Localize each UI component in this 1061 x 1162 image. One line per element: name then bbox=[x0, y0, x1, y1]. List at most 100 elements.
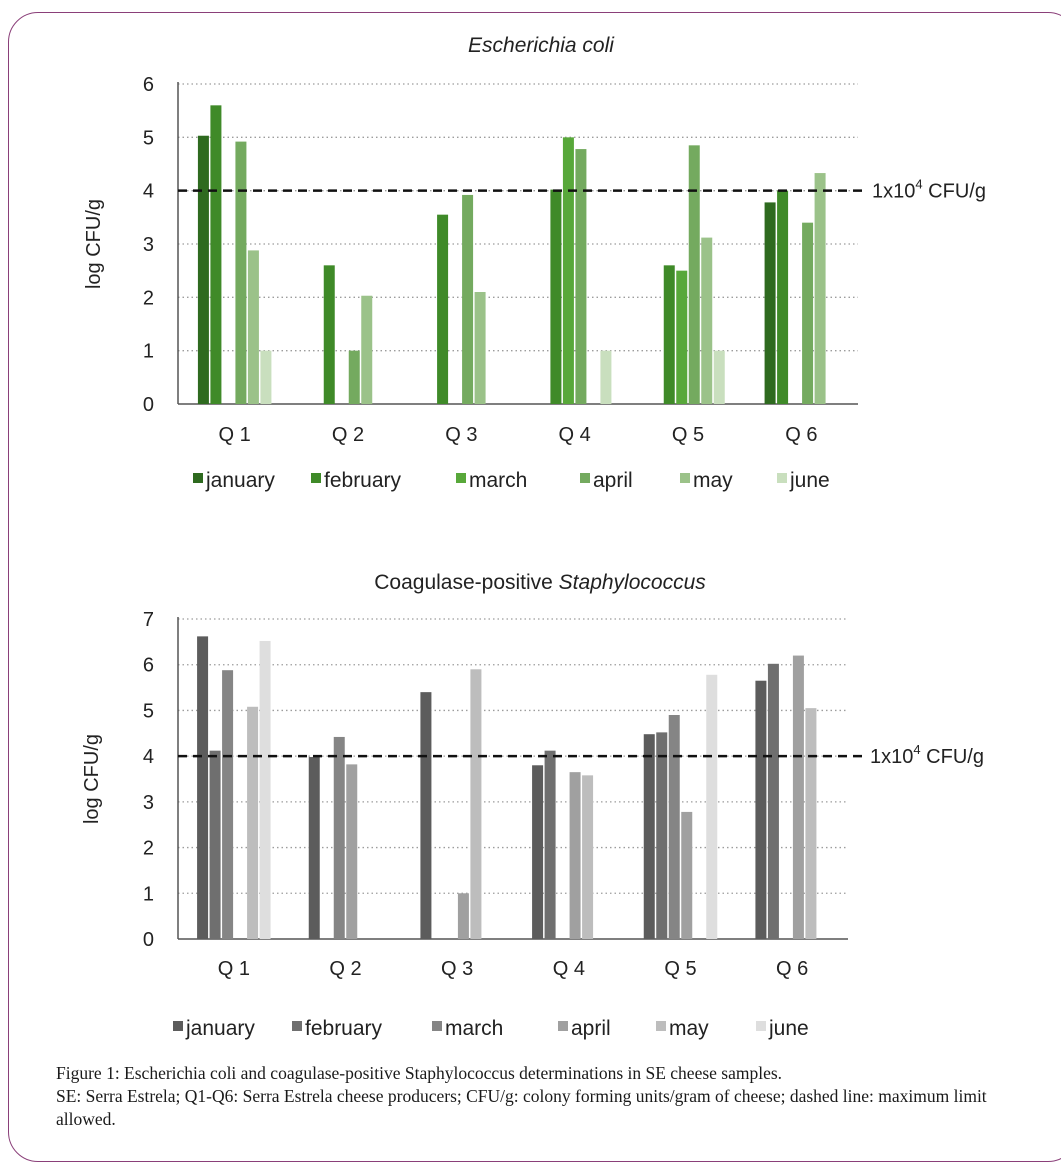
reference-line-label: 1x104 CFU/g bbox=[872, 177, 986, 203]
bar-may bbox=[814, 173, 826, 404]
bar-may bbox=[247, 706, 259, 939]
y-tick-label: 1 bbox=[143, 341, 154, 363]
legend-label-march: march bbox=[445, 1017, 503, 1040]
bar-february bbox=[437, 214, 449, 404]
y-tick-label: 3 bbox=[143, 792, 154, 814]
bar-march bbox=[668, 715, 680, 939]
y-tick-label: 1 bbox=[143, 883, 154, 905]
bar-april bbox=[235, 141, 247, 404]
y-tick-label: 0 bbox=[143, 929, 154, 951]
legend-label-may: may bbox=[669, 1017, 709, 1040]
chart-title-part: Coagulase-positive bbox=[374, 571, 558, 594]
y-tick-label: 2 bbox=[143, 838, 154, 860]
legend-swatch-january bbox=[173, 1021, 183, 1031]
bar-january bbox=[197, 636, 209, 939]
legend-label-march: march bbox=[469, 469, 527, 492]
legend-label-april: april bbox=[571, 1017, 611, 1040]
bar-april bbox=[569, 772, 581, 939]
bar-april bbox=[462, 194, 474, 404]
y-axis-label: log CFU/g bbox=[81, 734, 103, 824]
y-tick-label: 2 bbox=[143, 287, 154, 309]
bar-february bbox=[323, 265, 335, 404]
legend-swatch-march bbox=[456, 473, 466, 483]
figure-charts: Escherichia coli 0 1 2 3 4 5 6 log CFU/g Q 1 Q 2 Q … bbox=[81, 34, 986, 1040]
bar-january bbox=[764, 202, 776, 404]
y-tick-label: 5 bbox=[143, 700, 154, 722]
caption-line-2: SE: Serra Estrela; Q1-Q6: Serra Estrela … bbox=[56, 1086, 987, 1129]
legend-label-april: april bbox=[593, 469, 633, 492]
bar-may bbox=[361, 295, 373, 404]
x-tick-label: Q 5 bbox=[664, 958, 696, 980]
y-tick-label: 6 bbox=[143, 655, 154, 677]
bar-june bbox=[259, 640, 271, 939]
bar-february bbox=[209, 750, 221, 939]
x-tick-label: Q 3 bbox=[441, 958, 473, 980]
chart-title: Coagulase-positive Staphylococcus bbox=[374, 571, 706, 594]
bar-february bbox=[210, 105, 222, 404]
reference-label-base: 1x10 bbox=[872, 181, 915, 203]
legend-swatch-may bbox=[680, 473, 690, 483]
bar-june bbox=[706, 674, 718, 939]
y-tick-label: 3 bbox=[143, 234, 154, 256]
caption-line-1: Figure 1: Escherichia coli and coagulase… bbox=[56, 1063, 783, 1083]
bar-april bbox=[457, 893, 469, 939]
bar-may bbox=[470, 669, 482, 939]
bar-february bbox=[550, 189, 562, 404]
bar-april bbox=[346, 764, 358, 939]
reference-label-unit: CFU/g bbox=[921, 746, 984, 768]
y-tick-label: 4 bbox=[143, 746, 154, 768]
bar-february bbox=[777, 190, 789, 404]
bar-april bbox=[681, 811, 693, 939]
bar-january bbox=[532, 765, 544, 939]
legend-label-june: june bbox=[789, 469, 830, 492]
bar-may bbox=[247, 250, 259, 404]
y-tick-label: 0 bbox=[143, 394, 154, 416]
figure-caption: Figure 1: Escherichia coli and coagulase… bbox=[56, 1062, 1046, 1131]
bar-march bbox=[222, 670, 234, 939]
bar-march bbox=[562, 137, 574, 405]
legend-label-may: may bbox=[693, 469, 733, 492]
x-tick-label: Q 2 bbox=[332, 424, 364, 446]
bar-june bbox=[260, 350, 272, 404]
legend-swatch-april bbox=[558, 1021, 568, 1031]
legend-swatch-may bbox=[656, 1021, 666, 1031]
legend-label-february: february bbox=[305, 1017, 383, 1040]
reference-label-exponent: 4 bbox=[913, 742, 920, 757]
y-tick-label: 7 bbox=[143, 609, 154, 631]
bar-march bbox=[676, 270, 688, 404]
bar-may bbox=[474, 292, 486, 404]
y-tick-label: 4 bbox=[143, 181, 154, 203]
chart-title-part: Staphylococcus bbox=[559, 571, 707, 594]
reference-line-label: 1x104 CFU/g bbox=[870, 742, 984, 768]
legend-swatch-april bbox=[580, 473, 590, 483]
x-tick-label: Q 3 bbox=[445, 424, 477, 446]
y-tick-label: 6 bbox=[143, 74, 154, 96]
x-tick-label: Q 1 bbox=[218, 958, 250, 980]
legend-swatch-february bbox=[292, 1021, 302, 1031]
legend-label-february: february bbox=[324, 469, 402, 492]
bar-may bbox=[582, 775, 594, 939]
legend-label-january: january bbox=[185, 1017, 255, 1040]
bar-april bbox=[575, 149, 587, 404]
bar-april bbox=[792, 655, 804, 939]
reference-label-base: 1x10 bbox=[870, 746, 913, 768]
legend-swatch-june bbox=[756, 1021, 766, 1031]
bar-january bbox=[643, 734, 655, 939]
chart-title: Escherichia coli bbox=[468, 34, 615, 57]
y-tick-label: 5 bbox=[143, 127, 154, 149]
bar-may bbox=[805, 708, 817, 939]
legend-swatch-june bbox=[777, 473, 787, 483]
bar-april bbox=[688, 145, 700, 405]
chart-2: Coagulase-positive Staphylococcus 0 1 2 3 4 5 6… bbox=[81, 571, 984, 1040]
bar-april bbox=[348, 350, 360, 404]
reference-label-unit: CFU/g bbox=[923, 181, 986, 203]
chart-1: Escherichia coli 0 1 2 3 4 5 6 log CFU/g Q 1 Q 2 Q … bbox=[83, 34, 986, 492]
x-tick-label: Q 2 bbox=[329, 958, 361, 980]
bar-march bbox=[333, 736, 345, 939]
x-tick-label: Q 5 bbox=[672, 424, 704, 446]
chart-title-part: Escherichia coli bbox=[468, 34, 615, 57]
legend-swatch-january bbox=[193, 473, 203, 483]
bar-january bbox=[308, 757, 320, 939]
x-tick-label: Q 6 bbox=[776, 958, 808, 980]
bar-january bbox=[755, 680, 767, 939]
